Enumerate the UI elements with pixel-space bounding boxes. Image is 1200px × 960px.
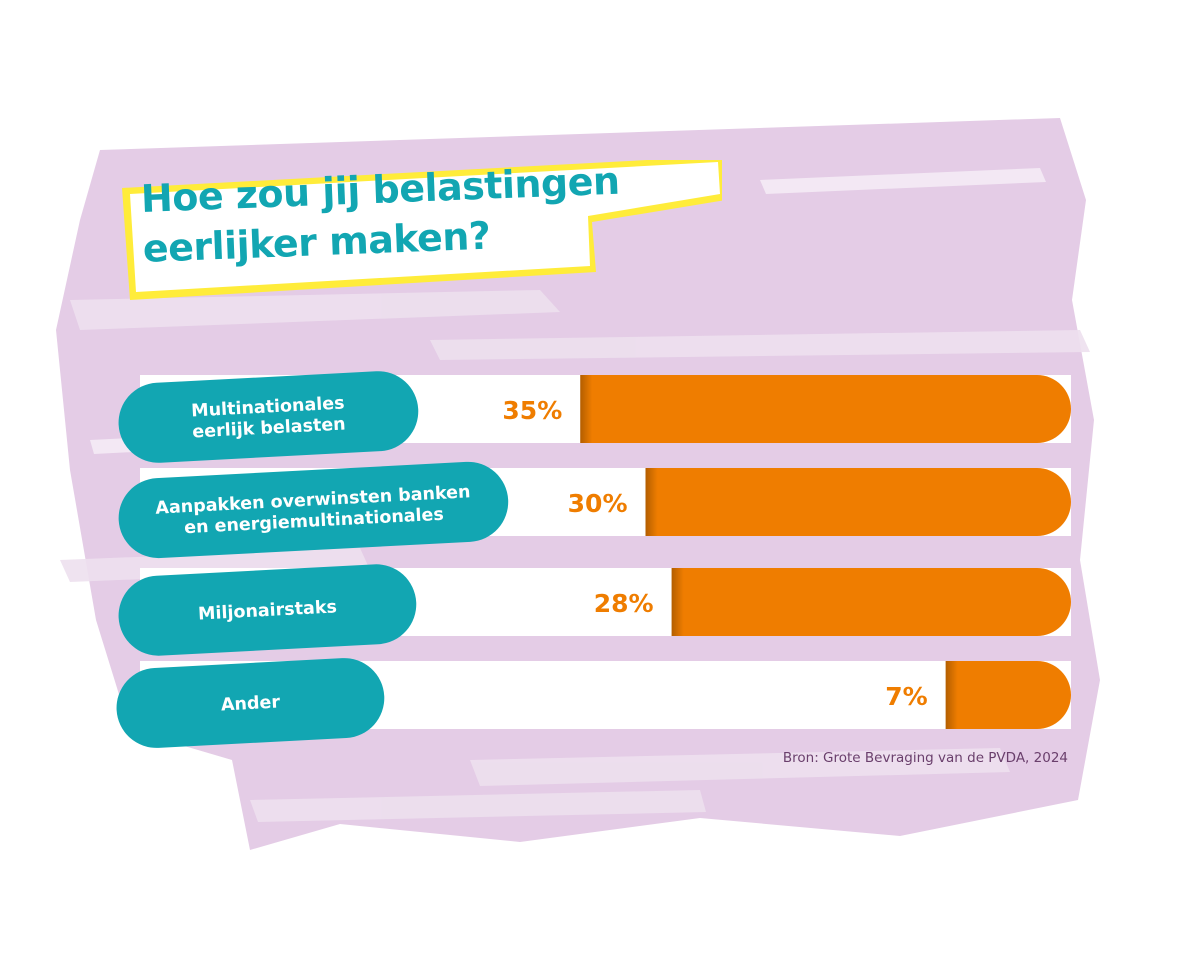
category-pill-shape — [118, 564, 417, 656]
bar-value-label-1: 35% — [502, 396, 562, 425]
source-note: Bron: Grote Bevraging van de PVDA, 2024 — [782, 750, 1068, 766]
bar-value-4 — [945, 661, 1071, 729]
bar-shadow — [580, 375, 593, 443]
bar-value-2 — [645, 468, 1071, 536]
title-highlight-shape — [122, 160, 722, 300]
bar-shadow — [671, 568, 684, 636]
bar-value-label-3: 28% — [594, 589, 654, 618]
category-pill-shape — [118, 371, 419, 463]
bar-value-1 — [580, 375, 1071, 443]
category-pill-4: Ander — [116, 658, 385, 748]
title-card: Hoe zou jij belastingen eerlijker maken? — [122, 159, 722, 300]
bar-value-label-2: 30% — [568, 489, 628, 518]
category-pill-shape — [116, 658, 385, 748]
bar-value-label-4: 7% — [885, 682, 927, 711]
bar-row-3: 28% Miljonairstaks — [118, 564, 1071, 656]
bar-value-3 — [671, 568, 1071, 636]
category-pill-shape — [118, 461, 509, 559]
bar-row-4: 7% Ander — [116, 658, 1071, 748]
category-pill-3: Miljonairstaks — [118, 564, 417, 656]
bar-shadow — [645, 468, 658, 536]
bar-shadow — [945, 661, 958, 729]
category-label-4-line-1: Ander — [220, 692, 280, 715]
